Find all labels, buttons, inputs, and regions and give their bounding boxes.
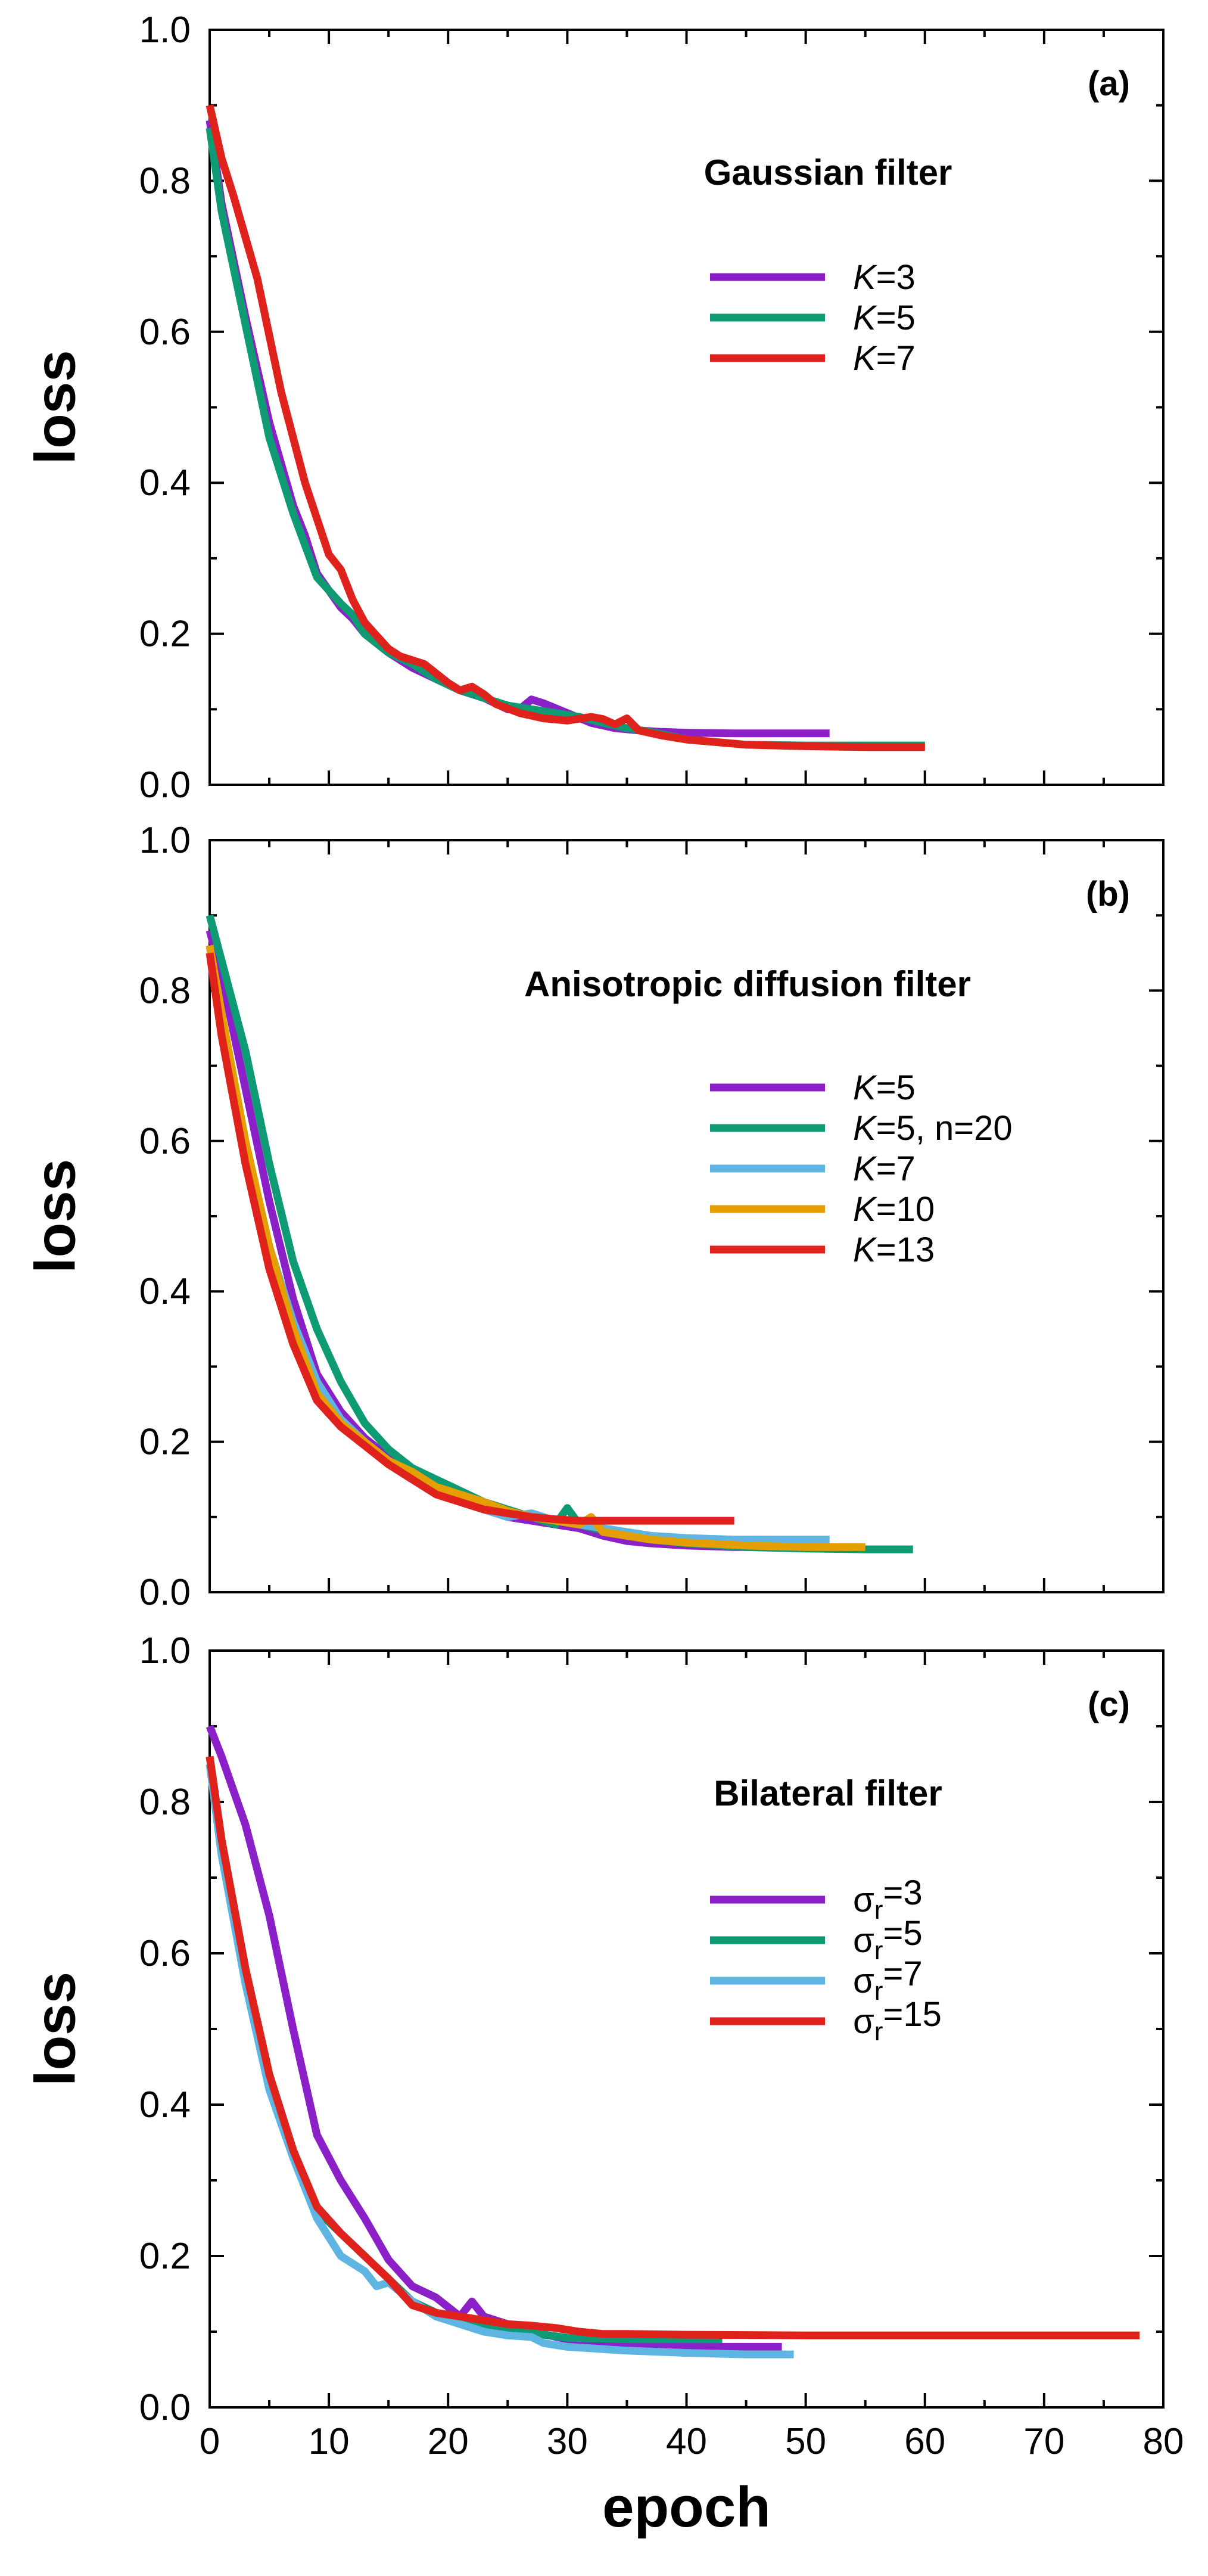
legend-label: K=7 (853, 339, 916, 378)
y-axis-title: loss (23, 1159, 87, 1273)
x-tick-label: 50 (785, 2421, 826, 2462)
series-line-k-7 (206, 104, 925, 751)
legend-label: σr=15 (853, 1995, 942, 2046)
legend-label-part: =5 (876, 1068, 916, 1107)
legend-label: σr=7 (853, 1954, 923, 2006)
x-tick-label: 30 (547, 2421, 588, 2462)
series-line-k-5 (206, 127, 925, 750)
chart-title: Anisotropic diffusion filter (524, 964, 971, 1004)
panel-label: (b) (1086, 875, 1130, 913)
legend-label: K=5 (853, 299, 916, 337)
x-tick-label: 60 (904, 2421, 945, 2462)
x-tick-label: 70 (1023, 2421, 1064, 2462)
x-tick-label: 0 (200, 2421, 220, 2462)
plot-frame (208, 29, 1165, 786)
legend-label: K=7 (853, 1149, 916, 1188)
series-line-k-10 (206, 944, 865, 1551)
panel-b: 0.0 0.2 0.4 0.6 0.8 1.0 loss (b) Anisotropic dif… (23, 820, 1165, 1613)
plot-frame (208, 1649, 1165, 2409)
legend-label: K=3 (853, 258, 916, 297)
legend-label-part: r (874, 2017, 883, 2046)
legend-label-part: =13 (876, 1230, 935, 1269)
legend-label-part: =5, n=20 (876, 1109, 1013, 1148)
panel-a: 0.0 0.2 0.4 0.6 0.8 1.0 loss (a) Gaussian filter… (23, 10, 1165, 806)
series-line-k-5-n-20 (206, 914, 913, 1553)
y-tick-label: 0.6 (139, 312, 191, 353)
legend-label-part: r (874, 1936, 883, 1965)
y-axis-title: loss (23, 1972, 87, 2086)
legend-label-part: =7 (876, 1149, 916, 1188)
legend-label-part: σ (853, 1962, 874, 2000)
legend-label-part: r (874, 1896, 883, 1925)
y-tick-label: 0.2 (139, 2236, 191, 2277)
series-line-k-13 (206, 952, 734, 1525)
y-tick-label: 0.4 (139, 2084, 191, 2126)
legend-label-part: =3 (883, 1873, 922, 1912)
y-tick-label: 0.4 (139, 1271, 191, 1312)
x-tick-label: 20 (428, 2421, 469, 2462)
legend-label-part: K (853, 1149, 877, 1188)
y-tick-label: 0.2 (139, 1422, 191, 1463)
series-line--r-5 (206, 1755, 723, 2344)
legend-label-part: σ (853, 2002, 874, 2041)
legend-label: K=5, n=20 (853, 1109, 1013, 1148)
legend-label-part: =10 (876, 1190, 935, 1229)
y-tick-label: 0.6 (139, 1933, 191, 1974)
y-tick-label: 0.2 (139, 614, 191, 655)
y-tick-label: 1.0 (139, 10, 191, 51)
legend-label-part: r (874, 1977, 883, 2006)
panel-label: (c) (1088, 1685, 1130, 1724)
legend-label-part: =3 (876, 258, 916, 297)
legend-label-part: K (853, 1109, 877, 1148)
series-line-k-5 (206, 929, 782, 1551)
series-line-k-3 (206, 120, 830, 738)
y-axis-title: loss (23, 350, 87, 464)
legend-label-part: K (853, 339, 877, 378)
legend-label-part: =5 (883, 1914, 922, 1953)
panel-label: (a) (1088, 64, 1130, 103)
y-tick-label: 0.8 (139, 970, 191, 1011)
y-tick-label: 0.8 (139, 160, 191, 201)
legend-label-part: K (853, 299, 877, 337)
y-tick-label: 0.0 (139, 1572, 191, 1613)
chart-title: Gaussian filter (704, 153, 952, 192)
panel-c: 0.0 0.2 0.4 0.6 0.8 1.0 0 10 20 30 40 50 60 70 80 loss e… (23, 1630, 1184, 2539)
x-tick-label: 80 (1143, 2421, 1184, 2462)
x-axis-title: epoch (602, 2475, 771, 2539)
x-tick-label: 40 (666, 2421, 707, 2462)
series-line--r-3 (206, 1724, 782, 2351)
legend-label-part: =7 (876, 339, 916, 378)
legend-label-part: K (853, 1230, 877, 1269)
legend-label: K=10 (853, 1190, 935, 1229)
series-line-k-7 (206, 944, 830, 1544)
legend-label: σr=3 (853, 1873, 923, 1925)
legend-label-part: =15 (883, 1995, 941, 2034)
legend-label-part: K (853, 258, 877, 297)
legend-label-part: K (853, 1190, 877, 1229)
legend: K=3K=5K=7 (710, 258, 916, 378)
y-tick-label: 0.8 (139, 1782, 191, 1823)
plot-frame (208, 839, 1165, 1593)
y-tick-label: 0.6 (139, 1121, 191, 1162)
x-tick-label: 10 (309, 2421, 350, 2462)
y-tick-label: 0.0 (139, 2387, 191, 2428)
series-line--r-15 (206, 1755, 1139, 2339)
legend-label: K=13 (853, 1230, 935, 1269)
chart-title: Bilateral filter (714, 1773, 942, 1813)
legend-label-part: σ (853, 1921, 874, 1960)
legend: σr=3σr=5σr=7σr=15 (710, 1873, 942, 2046)
legend-label-part: =5 (876, 299, 916, 337)
legend: K=5K=5, n=20K=7K=10K=13 (710, 1068, 1013, 1269)
legend-label-part: K (853, 1068, 877, 1107)
y-tick-label: 0.4 (139, 462, 191, 504)
legend-label-part: =7 (883, 1954, 922, 1993)
legend-label-part: σ (853, 1881, 874, 1919)
y-tick-label: 0.0 (139, 765, 191, 806)
y-tick-label: 1.0 (139, 1630, 191, 1671)
legend-label: K=5 (853, 1068, 916, 1107)
legend-label: σr=5 (853, 1914, 923, 1965)
y-tick-label: 1.0 (139, 820, 191, 861)
